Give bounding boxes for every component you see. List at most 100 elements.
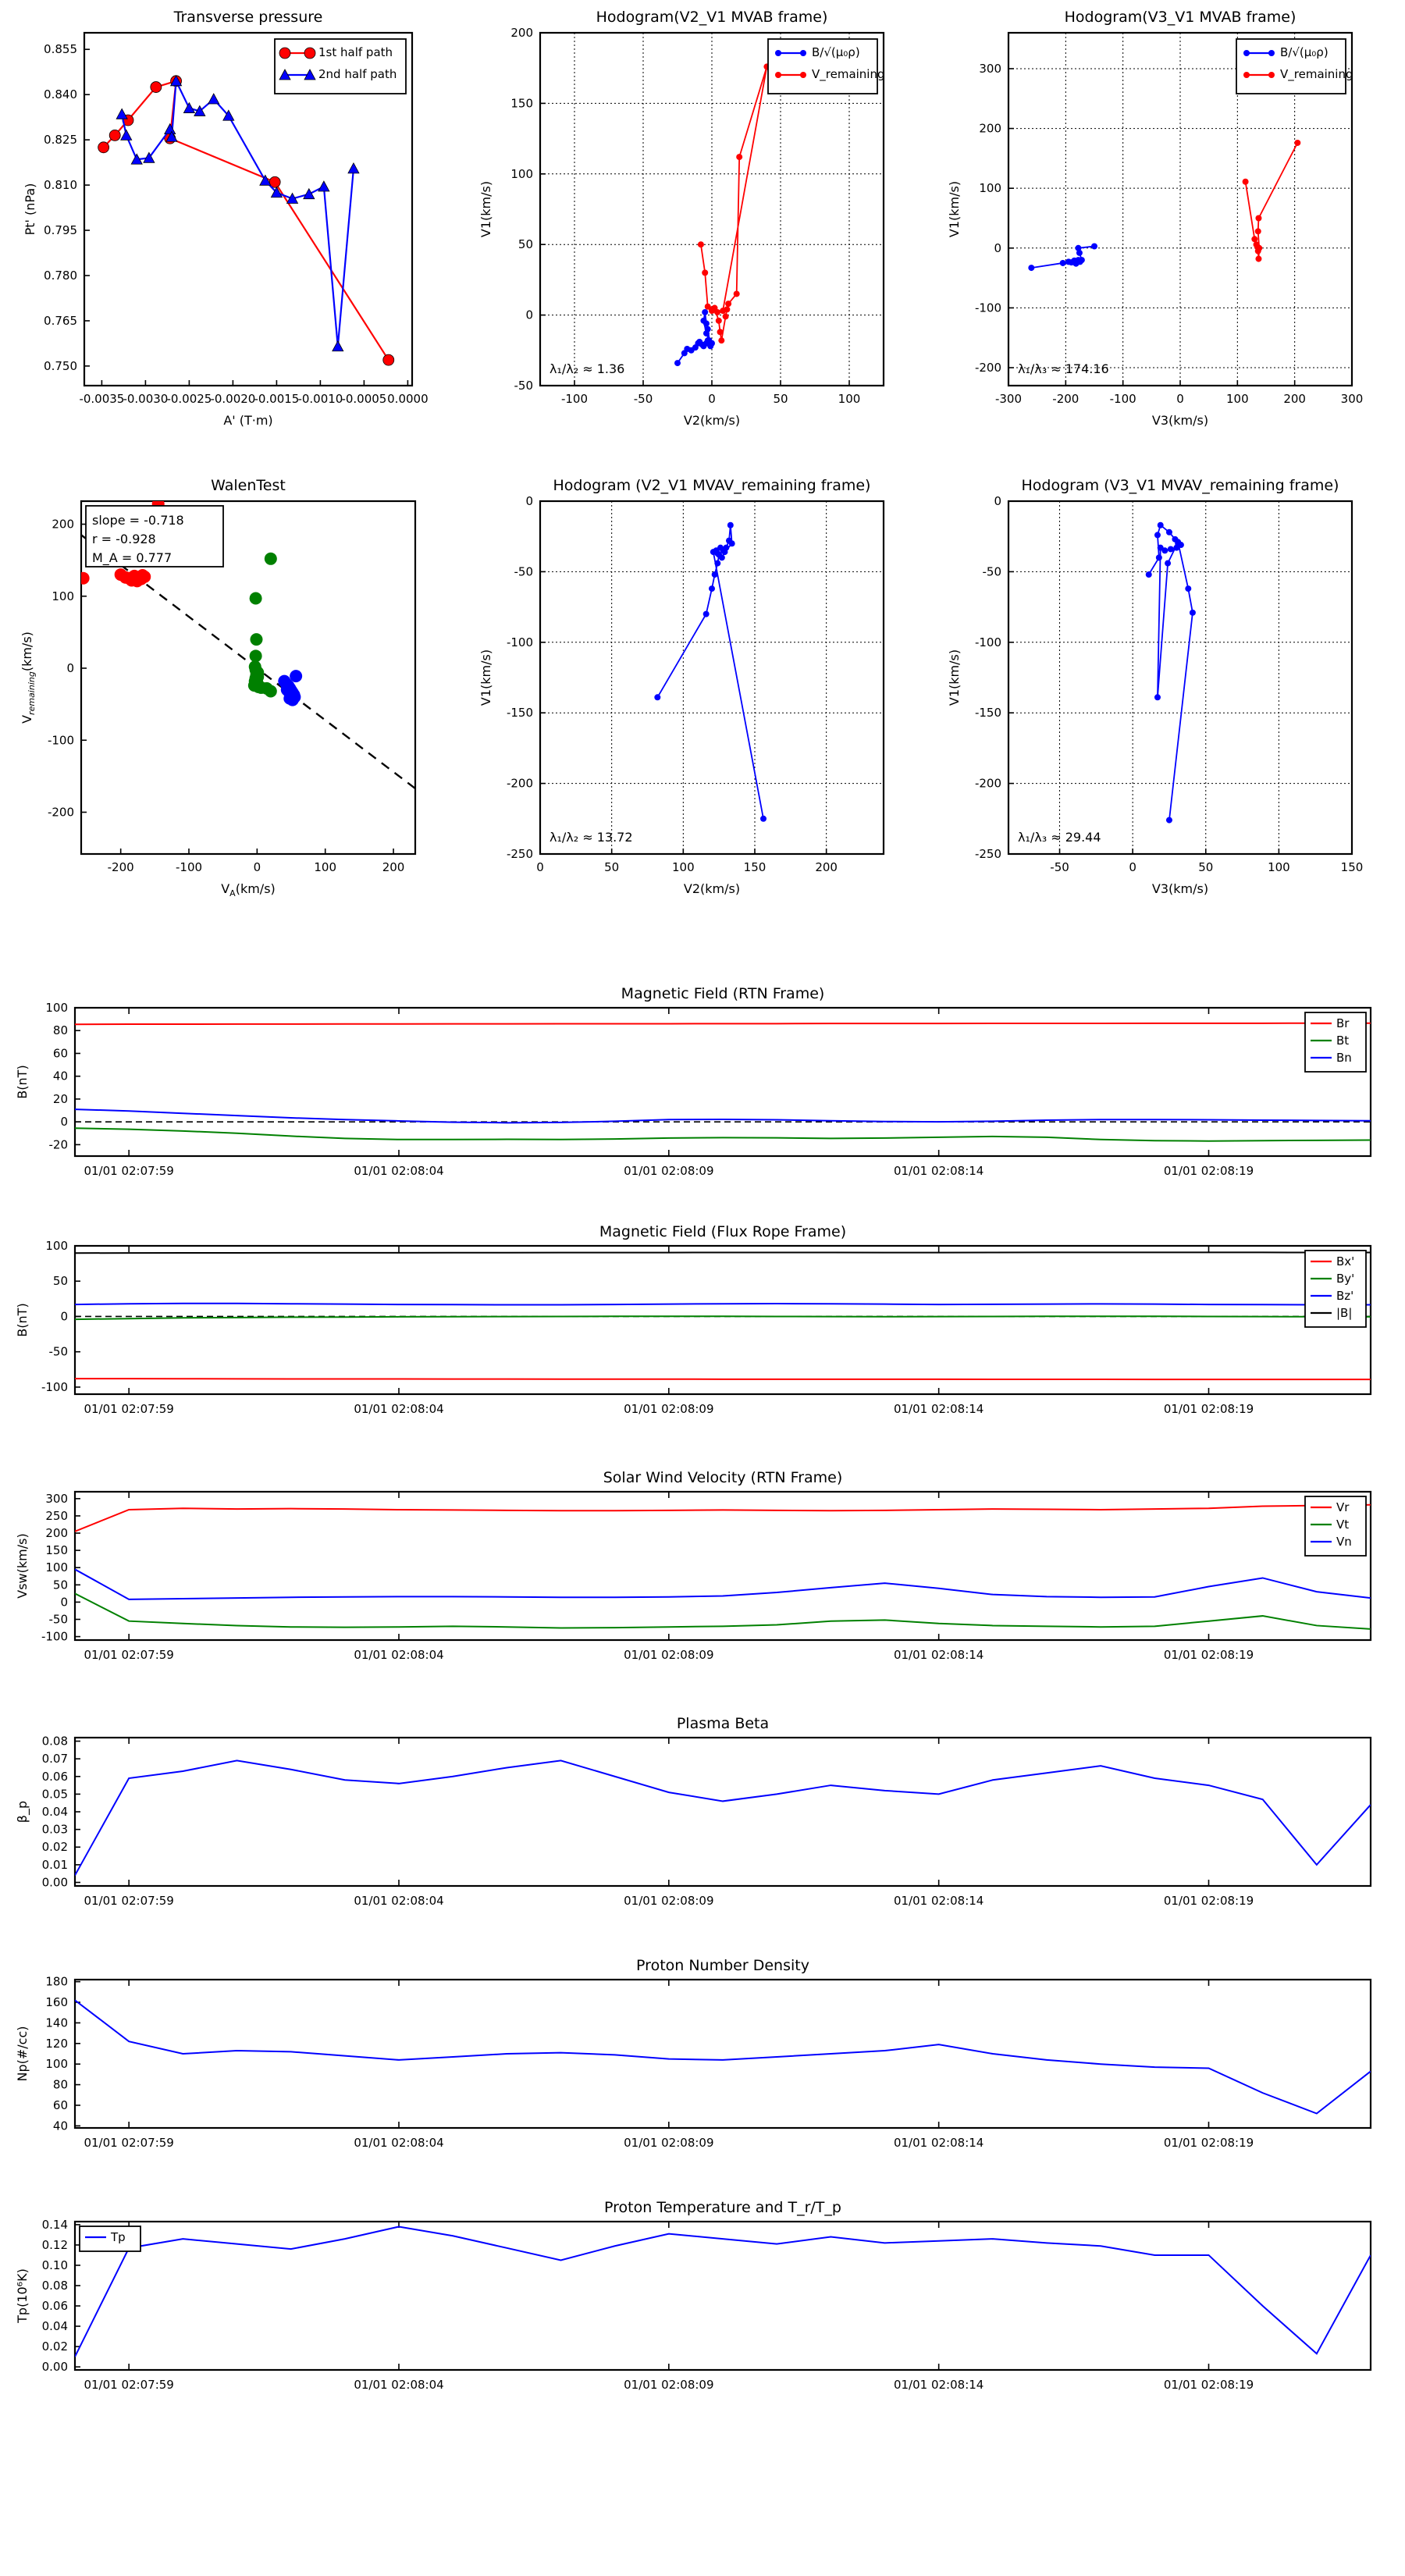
series-Bn xyxy=(75,1108,1371,1124)
data-point xyxy=(138,570,151,583)
y-tick-label: 140 xyxy=(45,2016,68,2030)
x-tick-label: 01/01 02:08:14 xyxy=(894,1164,984,1178)
x-tick-label: 01/01 02:07:59 xyxy=(84,1164,173,1178)
data-point xyxy=(1167,546,1174,553)
data-point xyxy=(720,308,727,315)
chart-title: Proton Temperature and T_r/T_p xyxy=(604,2199,841,2216)
x-tick-label: 01/01 02:08:19 xyxy=(1164,2136,1254,2150)
legend-box xyxy=(274,38,407,94)
y-tick-label: 0 xyxy=(525,494,533,508)
x-axis-label: VA(km/s) xyxy=(221,881,276,898)
y-tick-label: 180 xyxy=(45,1975,68,1989)
data-point xyxy=(303,187,315,200)
x-tick-label: 200 xyxy=(382,860,405,874)
y-axis-label: V1(km/s) xyxy=(947,649,962,706)
y-tick-label: 0.765 xyxy=(44,314,77,328)
y-tick-label: 0 xyxy=(525,308,533,322)
data-point xyxy=(169,74,183,87)
y-tick-label: 300 xyxy=(45,1492,68,1506)
y-tick-label: 100 xyxy=(45,1001,68,1015)
data-point xyxy=(120,129,133,141)
y-tick-label: 0.04 xyxy=(42,1805,68,1819)
y-tick-label: -50 xyxy=(49,1345,69,1359)
panel-hodogram-v2v1-mvab: Hodogram(V2_V1 MVAB frame) -100 -50 0 50 100 -… xyxy=(468,0,937,468)
eigenvalue-ratio-annotation: λ₁/λ₃ ≈ 174.16 xyxy=(1018,361,1109,376)
y-tick-label: 200 xyxy=(510,26,533,40)
legend-box xyxy=(767,38,878,94)
y-tick-label: 50 xyxy=(518,237,533,251)
data-point xyxy=(1028,265,1035,272)
y-tick-label: 40 xyxy=(53,1069,68,1083)
y-tick-label: 0.06 xyxy=(42,2299,68,2313)
walen-stats-box xyxy=(85,505,224,568)
eigenvalue-ratio-annotation: λ₁/λ₂ ≈ 1.36 xyxy=(550,361,624,376)
x-tick-label: 01/01 02:08:04 xyxy=(354,1648,443,1662)
y-tick-label: 40 xyxy=(53,2119,68,2133)
data-point xyxy=(702,610,710,617)
data-point xyxy=(264,552,277,565)
data-point xyxy=(116,108,128,119)
data-point xyxy=(286,192,299,204)
series-Vt xyxy=(75,1592,1371,1630)
y-tick-label: 0.05 xyxy=(42,1787,68,1801)
y-tick-label: -100 xyxy=(41,1380,68,1394)
chart-title: Magnetic Field (RTN Frame) xyxy=(621,985,825,1002)
chart-transverse-pressure: Transverse pressure -0.0035-0.0030-0.0025… xyxy=(23,9,429,428)
y-tick-label: 0 xyxy=(66,661,74,675)
x-tick-label: -0.0025 xyxy=(166,392,212,406)
data-point xyxy=(722,313,729,320)
chart-hodogram-v3v1-mvab: Hodogram(V3_V1 MVAB frame) -300 -200 -100 0 1… xyxy=(947,9,1363,428)
data-point xyxy=(728,540,735,547)
panel-hodogram-v3v1-mvav: Hodogram (V3_V1 MVAV_remaining frame) -50… xyxy=(937,468,1405,937)
data-point xyxy=(727,521,734,528)
x-tick-label: -50 xyxy=(634,392,653,406)
x-tick-label: 150 xyxy=(1341,860,1364,874)
y-tick-label: -150 xyxy=(507,706,533,720)
data-point xyxy=(1145,571,1152,578)
data-point xyxy=(250,633,263,646)
legend-label: Bt xyxy=(1336,1034,1349,1048)
x-tick-label: 01/01 02:08:14 xyxy=(894,1402,984,1416)
x-tick-label: 01/01 02:08:09 xyxy=(624,1894,713,1908)
x-tick-label: 01/01 02:08:04 xyxy=(354,2378,443,2392)
x-tick-label: -100 xyxy=(561,392,588,406)
y-tick-label: 50 xyxy=(53,1274,68,1288)
y-tick-label: -200 xyxy=(975,361,1001,375)
x-tick-label: 01/01 02:08:19 xyxy=(1164,1648,1254,1662)
x-tick-label: 100 xyxy=(672,860,695,874)
y-tick-label: 0 xyxy=(60,1115,68,1129)
x-tick-label: 01/01 02:08:19 xyxy=(1164,1894,1254,1908)
data-point xyxy=(702,330,710,337)
y-tick-label: 0.810 xyxy=(44,178,77,192)
y-tick-label: -50 xyxy=(514,379,534,393)
legend-label: Bn xyxy=(1336,1051,1352,1065)
chart-title: Hodogram(V3_V1 MVAB frame) xyxy=(1065,9,1297,26)
legend-label: B/√(μ₀ρ) xyxy=(1280,45,1329,59)
data-point xyxy=(98,141,110,154)
x-tick-label: 0.0000 xyxy=(387,392,429,406)
data-point xyxy=(165,130,178,142)
data-point xyxy=(717,329,724,336)
y-tick-label: 200 xyxy=(45,1526,68,1540)
data-point xyxy=(733,290,740,297)
x-axis-label: V2(km/s) xyxy=(684,413,740,428)
data-point xyxy=(1256,244,1263,251)
chart-hodogram-v3v1-mvav: Hodogram (V3_V1 MVAV_remaining frame) -50… xyxy=(947,477,1364,896)
chart-mag-fluxrope: Magnetic Field (Flux Rope Frame) 100 50 0 -5… xyxy=(15,1223,1372,1416)
panel-magnetic-field-flux-rope: Magnetic Field (Flux Rope Frame) 100 50 0 -5… xyxy=(0,1218,1405,1436)
x-tick-label: 100 xyxy=(1226,392,1249,406)
data-point xyxy=(760,815,767,822)
y-tick-label: 150 xyxy=(510,96,533,110)
data-point xyxy=(249,649,262,663)
data-point xyxy=(81,571,90,585)
data-point xyxy=(1189,609,1196,616)
walen-slope: slope = -0.718 xyxy=(92,513,184,528)
x-tick-label: 01/01 02:08:19 xyxy=(1164,1164,1254,1178)
data-point xyxy=(725,301,732,308)
data-point xyxy=(150,81,162,93)
series-beta_p xyxy=(75,1759,1371,1876)
data-point xyxy=(715,317,722,324)
data-point xyxy=(714,308,721,315)
y-tick-label: 300 xyxy=(979,62,1001,76)
y-tick-label: 200 xyxy=(52,518,74,532)
